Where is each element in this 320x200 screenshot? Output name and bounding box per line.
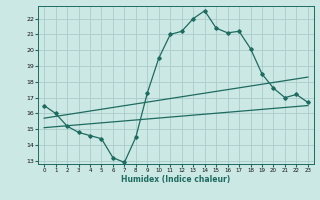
X-axis label: Humidex (Indice chaleur): Humidex (Indice chaleur) bbox=[121, 175, 231, 184]
